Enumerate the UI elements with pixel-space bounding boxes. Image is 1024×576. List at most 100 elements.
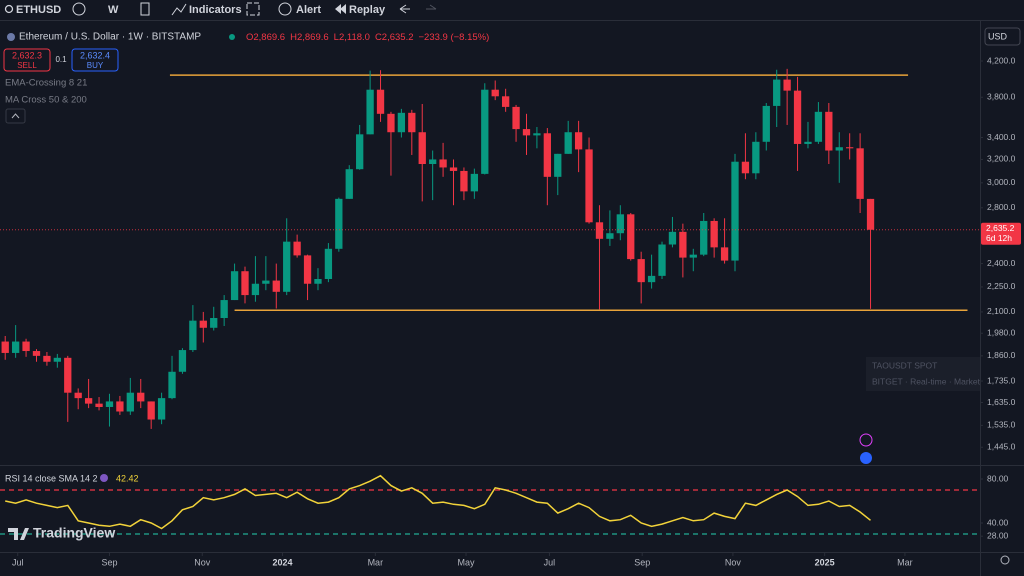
indicators-button[interactable]: Indicators: [189, 4, 242, 16]
undo[interactable]: [399, 4, 410, 14]
candle-body: [710, 220, 718, 248]
candle-body: [366, 89, 374, 135]
rsi-tick-label: 40.00: [987, 517, 1009, 527]
price-tick-label: 2,100.0: [987, 306, 1016, 316]
candle-body: [116, 401, 124, 412]
time-tick-label: 2025: [815, 557, 835, 567]
ohlc-value: C2,635.2: [375, 32, 414, 43]
indicator-legend[interactable]: MA Cross 50 & 200: [5, 95, 87, 106]
candle-body: [835, 147, 843, 151]
candle-body: [554, 153, 562, 177]
collapse-legend[interactable]: [5, 108, 26, 124]
logo-mark: [8, 528, 29, 540]
price-tick-label: 1,445.0: [987, 441, 1016, 451]
templates[interactable]: [246, 2, 260, 16]
candle-body: [335, 198, 343, 249]
price-tick-label: 3,800.0: [987, 91, 1016, 101]
rsi-tick-label: 80.00: [987, 473, 1009, 483]
candle-body: [470, 173, 479, 192]
candle-body: [324, 248, 333, 279]
alert-icon[interactable]: [278, 2, 292, 16]
collapse-icon: [11, 113, 20, 119]
candle-body: [564, 132, 572, 154]
currency-button[interactable]: [984, 27, 1021, 46]
candle-body: [741, 161, 750, 174]
alert-button[interactable]: Alert: [296, 4, 321, 16]
overlay-title: TAOUSDT SPOT: [872, 360, 937, 370]
candle-body: [752, 141, 760, 174]
candle-body: [272, 280, 280, 292]
candle-body: [866, 198, 875, 230]
candle-body: [220, 300, 228, 319]
candle-body: [668, 231, 677, 245]
price-tick-label: 2,250.0: [987, 281, 1016, 291]
candle-body: [846, 147, 854, 149]
candle-body: [574, 132, 583, 150]
candle-body: [293, 241, 301, 256]
candle-body: [387, 113, 395, 133]
candle-body: [439, 159, 447, 168]
rsi-value: 42.42: [116, 473, 139, 483]
event-icon[interactable]: [859, 433, 873, 447]
buy-price: 2,632.4: [80, 50, 110, 60]
candle-body: [64, 357, 72, 393]
candle-body: [804, 141, 812, 144]
candle-body: [22, 341, 30, 352]
price-tick-label: 3,200.0: [987, 154, 1016, 164]
interval[interactable]: W: [108, 4, 119, 16]
candle-body: [814, 111, 823, 142]
ohlc-value: H2,869.6: [290, 32, 329, 43]
candle-body: [11, 341, 20, 353]
settings[interactable]: [1000, 555, 1010, 565]
candles: [0, 68, 980, 429]
candle-body: [189, 320, 197, 351]
candle-body: [303, 255, 312, 284]
logo: TradingView: [33, 525, 115, 541]
candle-body: [210, 318, 218, 328]
market-status: [229, 34, 235, 40]
candle-body: [783, 79, 791, 91]
candle-body: [647, 275, 656, 283]
price-tick-label: 1,860.0: [987, 350, 1016, 360]
time-tick-label: Sep: [634, 557, 650, 567]
candle-body: [408, 112, 416, 133]
candle-body: [32, 351, 41, 356]
candle-body: [157, 398, 166, 420]
replay-button[interactable]: Replay: [349, 4, 386, 16]
replay-icon[interactable]: [335, 4, 346, 14]
candle-body: [720, 247, 729, 261]
currency[interactable]: USD: [988, 31, 1008, 41]
candle-body: [262, 280, 270, 284]
buy-button[interactable]: [71, 48, 119, 72]
redo[interactable]: [426, 4, 437, 10]
indicators-icon[interactable]: [171, 3, 187, 16]
candle-body: [689, 254, 697, 258]
event-icon[interactable]: [860, 452, 872, 464]
candle-body: [512, 106, 520, 130]
indicator-legend[interactable]: EMA-Crossing 8 21: [5, 78, 87, 89]
time-tick-label: Jul: [12, 557, 24, 567]
time-tick-label: Mar: [368, 557, 384, 567]
time-tick-label: Nov: [194, 557, 211, 567]
candle-body: [283, 241, 291, 292]
price-tick-label: 2,400.0: [987, 258, 1016, 268]
time-tick-label: 2024: [273, 557, 293, 567]
candle-body: [449, 167, 458, 171]
candle-body: [595, 222, 604, 239]
candle-body: [95, 403, 103, 407]
candle-body: [53, 357, 61, 362]
candle-body: [522, 129, 531, 136]
last-price-label: 2,635.2: [986, 223, 1015, 233]
ohlc-value: O2,869.6: [246, 32, 285, 43]
sell-button[interactable]: [3, 48, 51, 72]
search-icon[interactable]: [4, 4, 14, 14]
rsi-pane: [0, 474, 980, 535]
toolbar: [0, 0, 1024, 20]
price-tick-label: 2,800.0: [987, 202, 1016, 212]
rsi-icon: [100, 474, 108, 482]
chart-style[interactable]: [140, 2, 150, 16]
countdown: 6d 12h: [986, 233, 1012, 243]
candle-body: [637, 259, 645, 283]
add-symbol[interactable]: [72, 2, 86, 16]
symbol[interactable]: ETHUSD: [16, 4, 61, 16]
